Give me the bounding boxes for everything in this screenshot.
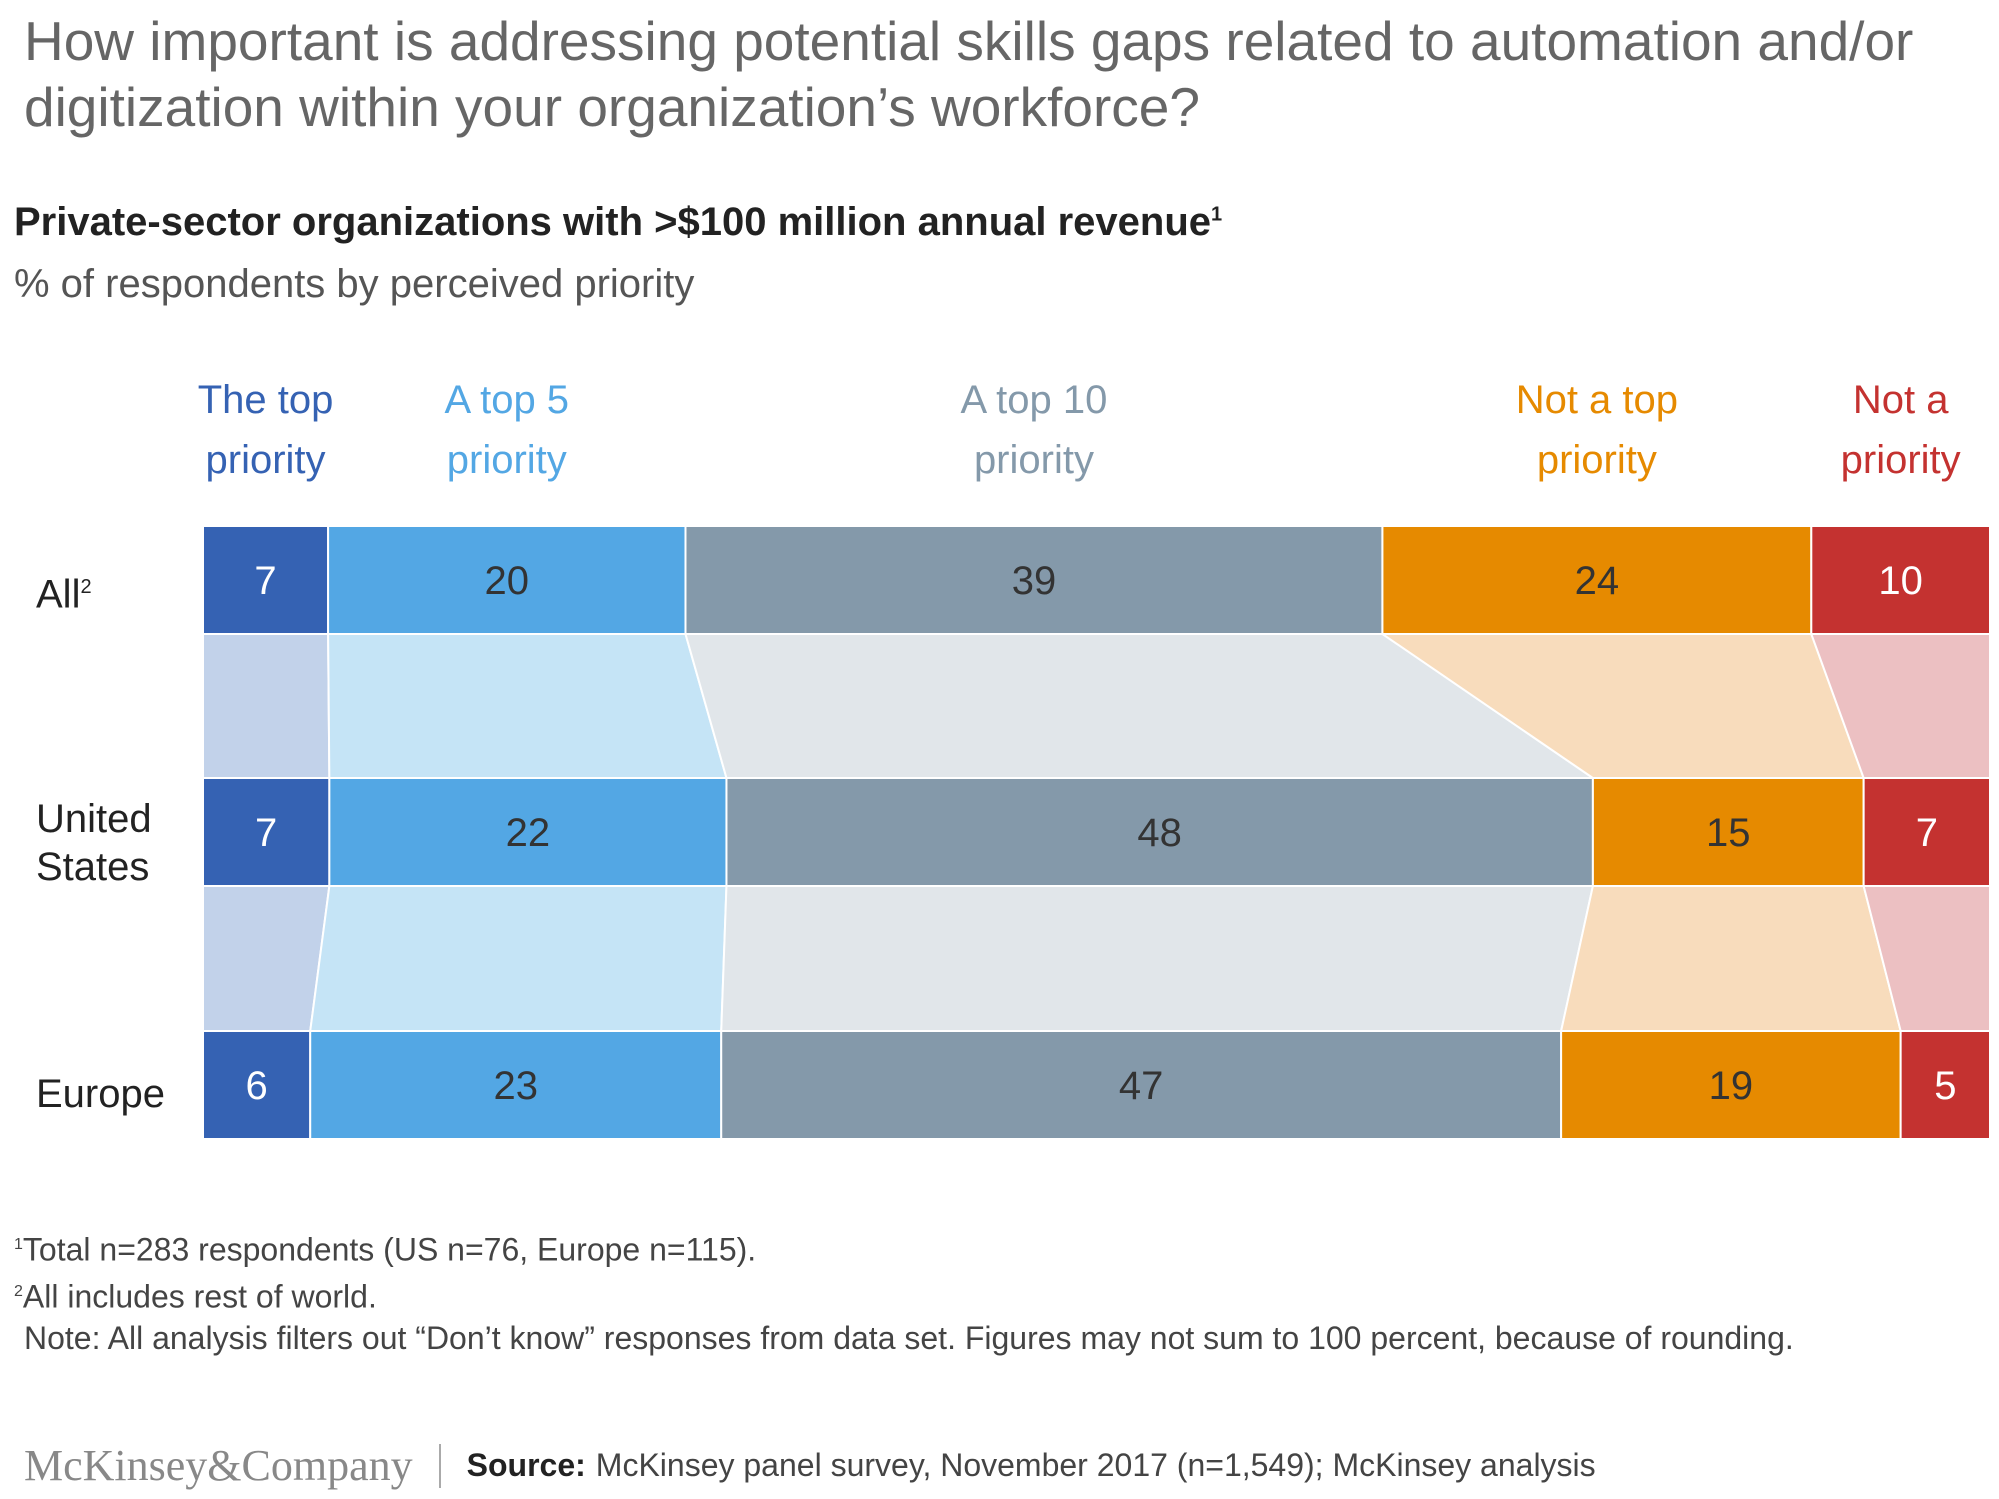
connector-band-a-top-5-priority	[309, 885, 728, 1032]
data-label: 7	[254, 559, 276, 603]
footnotes: 1Total n=283 respondents (US n=76, Europ…	[14, 1224, 1974, 1359]
footer: McKinsey&Company Source: McKinsey panel …	[24, 1440, 1596, 1491]
data-label: 22	[506, 811, 551, 855]
connector-band-the-top-priority	[202, 633, 331, 779]
bar-segment-not-a-priority	[1862, 777, 1992, 887]
bar-segment-a-top-10-priority	[720, 1030, 1563, 1140]
header-a-top-10-priority: A top 10 priority	[884, 370, 1184, 490]
row-label-text: Europe	[36, 1072, 165, 1116]
data-label: 5	[1934, 1064, 1956, 1108]
bar-segment-not-a-top-priority	[1381, 525, 1813, 635]
footnote-marker: 1	[14, 1236, 23, 1253]
chart-title: How important is addressing potential sk…	[24, 10, 1914, 138]
data-label: 48	[1137, 811, 1182, 855]
data-label: 23	[493, 1064, 538, 1108]
footer-divider	[438, 1443, 441, 1488]
bar-segment-a-top-5-priority	[328, 777, 728, 887]
bar-segment-a-top-10-priority	[725, 777, 1594, 887]
bar-segment-the-top-priority	[202, 525, 330, 635]
row-label-text: United States	[36, 797, 152, 889]
bar-segment-not-a-priority	[1899, 1030, 1992, 1140]
row-label-europe: Europe	[36, 1070, 165, 1118]
connector-band-not-a-top-priority	[1559, 885, 1902, 1032]
row-label-footnote-marker: 2	[80, 576, 92, 598]
footnote-text: All includes rest of world.	[22, 1278, 377, 1315]
header-the-top-priority: The top priority	[116, 370, 416, 490]
row-label-united-states: United States	[36, 795, 176, 891]
bar-segment-a-top-5-priority	[327, 525, 687, 635]
bar-segment-a-top-5-priority	[309, 1030, 723, 1140]
data-label: 39	[1012, 559, 1057, 603]
connector-band-the-top-priority	[202, 885, 331, 1032]
chart-subtitle: Private-sector organizations with >$100 …	[14, 200, 1222, 245]
data-label: 15	[1706, 811, 1751, 855]
header-line: Not a top	[1515, 378, 1679, 422]
subtitle-text: Private-sector organizations with >$100 …	[14, 200, 1212, 244]
data-label: 7	[1916, 811, 1938, 855]
header-line: priority	[1536, 438, 1657, 482]
header-line: A top 10	[960, 378, 1108, 422]
row-label-text: All	[36, 572, 81, 617]
unit-label: % of respondents by perceived priority	[14, 262, 695, 306]
mckinsey-logo: McKinsey&Company	[24, 1441, 413, 1490]
subtitle-footnote-marker: 1	[1211, 203, 1223, 226]
connector-band-a-top-5-priority	[327, 633, 728, 779]
data-label: 10	[1878, 559, 1923, 603]
connector-band-a-top-10-priority	[720, 885, 1595, 1032]
bar-segment-a-top-10-priority	[684, 525, 1384, 635]
header-line: priority	[205, 438, 326, 482]
header-not-a-top-priority: Not a top priority	[1447, 370, 1747, 490]
footnote-2: 2All includes rest of world.	[14, 1271, 1974, 1318]
header-line: The top	[197, 378, 334, 422]
header-line: priority	[973, 438, 1094, 482]
header-line: Not a	[1852, 378, 1949, 422]
bar-segment-not-a-top-priority	[1560, 1030, 1902, 1140]
footnote-note: Note: All analysis filters out “Don’t kn…	[24, 1320, 1794, 1357]
data-label: 6	[245, 1064, 267, 1108]
data-label: 47	[1119, 1064, 1164, 1108]
bar-segment-not-a-priority	[1810, 525, 1992, 635]
data-label: 7	[255, 811, 277, 855]
header-not-a-priority: Not a priority	[1751, 370, 1999, 490]
footnote-marker: 2	[14, 1282, 23, 1300]
data-label: 24	[1575, 559, 1620, 603]
data-label: 20	[485, 559, 530, 603]
source-text: McKinsey panel survey, November 2017 (n=…	[595, 1447, 1596, 1483]
bar-segment-the-top-priority	[202, 777, 331, 887]
source-label: Source:	[466, 1447, 586, 1483]
header-line: priority	[1840, 438, 1961, 482]
footnote-text: Total n=283 respondents (US n=76, Europe…	[22, 1231, 757, 1268]
header-line: A top 5	[444, 378, 570, 422]
data-label: 19	[1709, 1064, 1754, 1108]
header-line: priority	[446, 438, 567, 482]
header-a-top-5-priority: A top 5 priority	[357, 370, 657, 490]
footnote-1: 1Total n=283 respondents (US n=76, Europ…	[14, 1224, 1974, 1271]
stacked-bar-chart: 7 20 39 24 10 7 22 48 15 7 6 23 47 19 5	[202, 525, 1992, 1140]
row-label-all: All2	[36, 563, 92, 618]
